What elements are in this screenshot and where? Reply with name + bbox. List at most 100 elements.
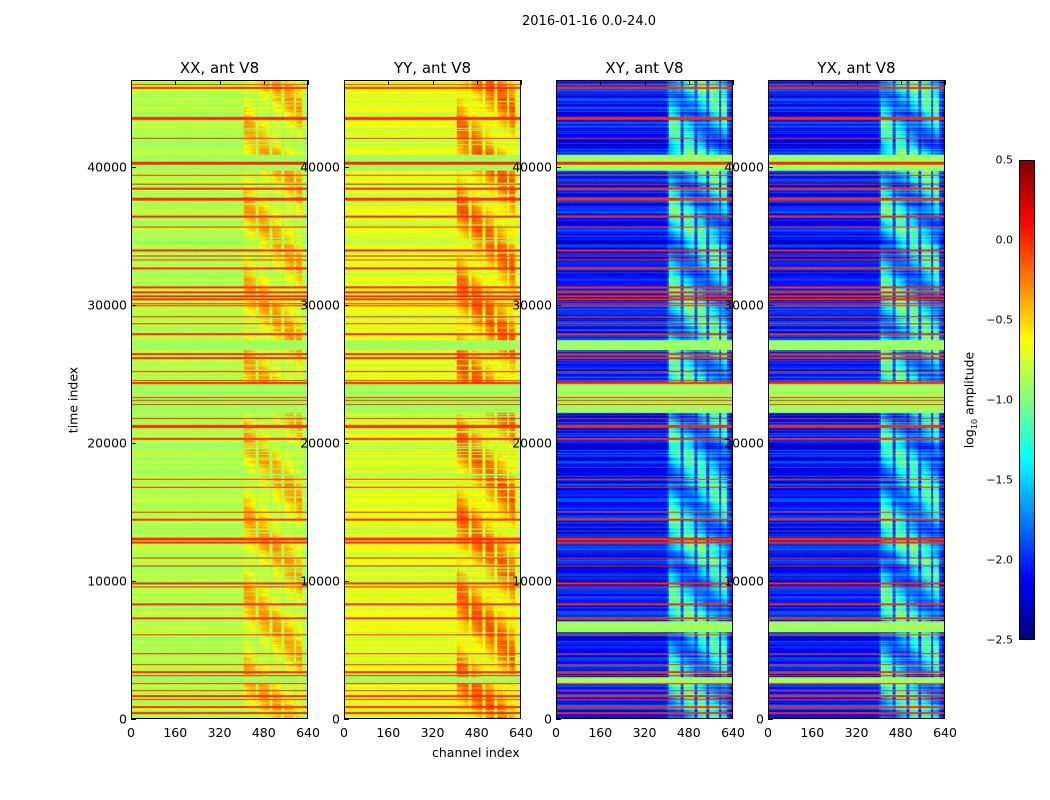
y-tick-mark: [768, 166, 773, 168]
y-tick-label: 40000: [724, 159, 764, 175]
x-tick-label: 320: [632, 725, 657, 740]
y-tick-mark: [344, 442, 349, 444]
y-tick-label: 10000: [87, 573, 127, 589]
y-tick-label: 0: [332, 711, 340, 727]
x-tick-label: 640: [721, 725, 745, 740]
x-tick-label: 640: [509, 725, 533, 740]
x-tick-label: 160: [800, 725, 825, 740]
x-tick-label: 320: [207, 725, 232, 740]
panel-title: XY, ant V8: [605, 59, 684, 77]
x-tick-mark: [308, 80, 309, 85]
y-tick-label: 40000: [512, 159, 552, 175]
heatmap-panel: [556, 80, 733, 719]
y-tick-mark: [556, 304, 561, 306]
y-tick-mark: [556, 442, 561, 444]
y-tick-mark: [556, 166, 561, 168]
y-tick-label: 10000: [724, 573, 764, 589]
y-tick-label: 30000: [512, 297, 552, 313]
x-tick-mark: [344, 80, 345, 85]
y-tick-mark: [344, 580, 349, 582]
x-tick-mark: [556, 80, 557, 85]
x-tick-label: 0: [127, 725, 135, 740]
colorbar-tick-label: −1.5: [986, 473, 1013, 487]
x-tick-mark: [768, 80, 769, 85]
y-tick-label: 40000: [300, 159, 340, 175]
figure-title: 2016-01-16 0.0-24.0: [522, 14, 656, 29]
x-tick-mark: [219, 80, 221, 85]
y-tick-mark: [131, 580, 136, 582]
colorbar-tick-label: −2.0: [986, 553, 1013, 567]
y-tick-label: 20000: [87, 435, 127, 451]
heatmap-panel: [768, 80, 945, 719]
heatmap-panel: [344, 80, 521, 719]
x-tick-mark: [644, 80, 646, 85]
y-axis-label: time index: [65, 366, 81, 434]
x-tick-mark: [733, 80, 734, 85]
y-tick-mark: [131, 166, 136, 168]
x-tick-label: 320: [844, 725, 869, 740]
y-tick-label: 20000: [300, 435, 340, 451]
y-tick-mark: [344, 719, 349, 720]
x-tick-label: 160: [376, 725, 401, 740]
y-tick-label: 30000: [724, 297, 764, 313]
y-tick-mark: [344, 166, 349, 168]
x-tick-mark: [175, 80, 177, 85]
heatmap-image: [132, 81, 307, 718]
panel-title: XX, ant V8: [179, 59, 260, 77]
x-tick-label: 0: [552, 725, 560, 740]
y-tick-label: 20000: [512, 435, 552, 451]
heatmap-image: [345, 81, 520, 718]
x-tick-mark: [263, 80, 265, 85]
x-tick-label: 640: [296, 725, 320, 740]
x-tick-mark: [856, 80, 858, 85]
colorbar-tick-label: −2.5: [986, 633, 1013, 647]
y-tick-label: 0: [756, 711, 764, 727]
colorbar-tick-label: 0.0: [995, 233, 1014, 247]
x-tick-mark: [688, 80, 690, 85]
x-tick-mark: [131, 80, 132, 85]
y-tick-mark: [768, 442, 773, 444]
y-tick-mark: [344, 304, 349, 306]
x-tick-label: 320: [420, 725, 445, 740]
x-tick-label: 0: [764, 725, 772, 740]
y-tick-label: 0: [544, 711, 552, 727]
colorbar-label: log10 amplitude: [961, 352, 979, 448]
x-tick-mark: [432, 80, 434, 85]
y-tick-label: 0: [119, 711, 127, 727]
colorbar-label-rest: amplitude: [961, 351, 977, 419]
colorbar-tick-label: −1.0: [986, 393, 1013, 407]
x-tick-mark: [812, 80, 814, 85]
y-tick-mark: [556, 580, 561, 582]
y-tick-label: 30000: [87, 297, 127, 313]
x-tick-label: 160: [588, 725, 613, 740]
y-tick-mark: [131, 304, 136, 306]
x-tick-mark: [521, 80, 522, 85]
x-axis-label: channel index: [432, 745, 520, 760]
x-tick-label: 480: [888, 725, 913, 740]
colorbar: [1019, 160, 1035, 640]
y-tick-mark: [556, 719, 561, 720]
x-tick-label: 480: [676, 725, 701, 740]
colorbar-tick-label: −0.5: [986, 313, 1013, 327]
heatmap-image: [769, 81, 944, 718]
y-tick-label: 10000: [300, 573, 340, 589]
heatmap-image: [557, 81, 732, 718]
x-tick-label: 0: [340, 725, 348, 740]
x-tick-label: 160: [163, 725, 188, 740]
x-tick-mark: [945, 80, 946, 85]
y-tick-mark: [768, 580, 773, 582]
x-tick-mark: [476, 80, 478, 85]
colorbar-label-main: log: [961, 429, 977, 449]
colorbar-label-sub: 10: [969, 418, 979, 430]
y-tick-mark: [768, 719, 773, 720]
y-tick-label: 10000: [512, 573, 552, 589]
heatmap-panel: [131, 80, 308, 719]
panel-title: YY, ant V8: [393, 59, 471, 77]
y-tick-mark: [131, 442, 136, 444]
colorbar-tick-label: 0.5: [995, 153, 1014, 167]
x-tick-mark: [600, 80, 602, 85]
y-tick-label: 30000: [300, 297, 340, 313]
y-tick-label: 20000: [724, 435, 764, 451]
y-tick-mark: [131, 719, 136, 720]
